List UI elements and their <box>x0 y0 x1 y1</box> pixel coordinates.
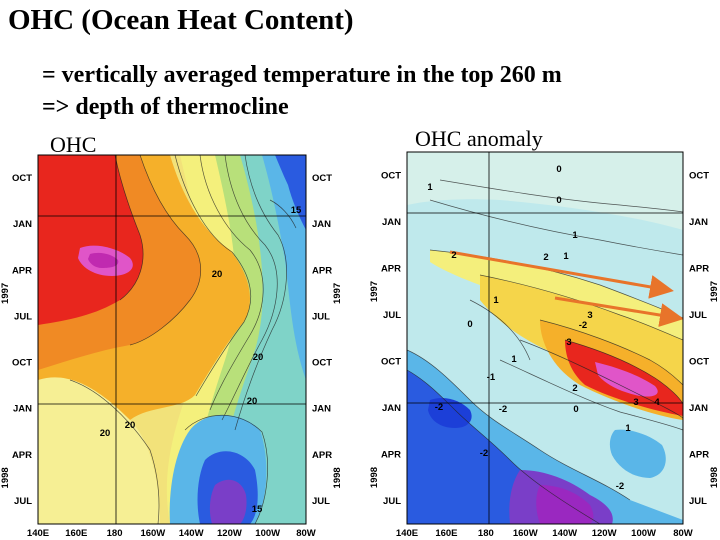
x-tick-label: 140W <box>179 528 204 539</box>
subtitle-line-2: => depth of thermocline <box>42 94 289 120</box>
contour-label: 1 <box>563 251 569 262</box>
kelvin-wave-arrow-1 <box>449 250 674 299</box>
time-tick-label-right: JUL <box>689 496 707 507</box>
x-tick-label: 180 <box>107 528 123 539</box>
year-label-left: 1998 <box>369 467 380 488</box>
contour-label: 20 <box>125 420 136 431</box>
time-tick-label-left: JUL <box>14 311 32 322</box>
contour-label: -2 <box>480 448 488 459</box>
time-tick-label-left: OCT <box>381 356 401 367</box>
time-tick-label-right: APR <box>689 263 709 274</box>
time-tick-label-right: OCT <box>312 358 332 369</box>
contour-label: 4 <box>654 397 660 408</box>
contour-label: 0 <box>556 164 561 175</box>
ohc-panel-caption: OHC <box>50 132 97 157</box>
contour-label: 1 <box>572 230 578 241</box>
x-tick-label: 80W <box>296 528 316 539</box>
time-tick-label-right: APR <box>312 450 332 461</box>
x-tick-label: 140E <box>396 528 418 539</box>
year-label-right: 1998 <box>709 467 720 488</box>
contour-label: 1 <box>493 295 499 306</box>
time-tick-label-right: OCT <box>689 170 709 181</box>
contour-label: 20 <box>253 352 264 363</box>
contour-label: -2 <box>435 402 443 413</box>
contour-label: 0 <box>573 404 578 415</box>
time-tick-label-right: JUL <box>312 496 330 507</box>
time-tick-label-right: JAN <box>312 404 331 415</box>
time-tick-label-left: APR <box>381 263 401 274</box>
contour-label: -2 <box>579 320 587 331</box>
time-tick-label-left: JAN <box>13 219 32 230</box>
contour-label: 20 <box>247 396 258 407</box>
x-tick-label: 100W <box>255 528 280 539</box>
contour-label: 15 <box>291 205 302 216</box>
contour-label: 20 <box>212 269 223 280</box>
slide-title: OHC (Ocean Heat Content) <box>8 4 354 36</box>
time-tick-label-right: OCT <box>689 356 709 367</box>
x-tick-label: 80W <box>673 528 693 539</box>
kelvin-wave-arrow-2 <box>554 296 683 327</box>
contour-label: -2 <box>616 481 624 492</box>
time-tick-label-right: APR <box>312 265 332 276</box>
x-tick-label: 140W <box>552 528 577 539</box>
year-label-left: 1997 <box>0 283 11 304</box>
contour-label: 1 <box>511 354 517 365</box>
x-tick-label: 180 <box>478 528 494 539</box>
x-tick-label: 120W <box>592 528 617 539</box>
x-tick-label: 160W <box>140 528 165 539</box>
contour-label: 0 <box>467 319 472 330</box>
time-tick-label-left: JAN <box>382 403 401 414</box>
contour-label: -2 <box>499 404 507 415</box>
ohc-anomaly-panel-caption: OHC anomaly <box>415 126 543 151</box>
contour-label: 0 <box>556 195 561 206</box>
year-label-right: 1998 <box>332 467 343 488</box>
time-tick-label-right: JAN <box>312 219 331 230</box>
time-tick-label-left: OCT <box>381 170 401 181</box>
time-tick-label-left: OCT <box>12 173 32 184</box>
contour-label: 2 <box>572 383 577 394</box>
x-tick-label: 120W <box>217 528 242 539</box>
time-tick-label-left: APR <box>12 265 32 276</box>
contour-label: 2 <box>451 250 456 261</box>
contour-label: 3 <box>633 397 638 408</box>
time-tick-label-left: JAN <box>13 404 32 415</box>
year-label-right: 1997 <box>709 281 720 302</box>
time-tick-label-left: JAN <box>382 217 401 228</box>
subtitle-line-1: = vertically averaged temperature in the… <box>42 62 562 88</box>
x-tick-label: 140E <box>27 528 49 539</box>
contour-label: 20 <box>100 428 111 439</box>
time-tick-label-left: JUL <box>383 496 401 507</box>
ohc-hovmoller-panel: 15 20 20 20 20 20 15 140E 160E 180 160W 140W 120W 10… <box>0 154 343 539</box>
time-tick-label-right: APR <box>689 449 709 460</box>
time-tick-label-left: JUL <box>383 310 401 321</box>
x-tick-label: 160W <box>513 528 538 539</box>
x-tick-label: 160E <box>65 528 87 539</box>
time-tick-label-right: JAN <box>689 217 708 228</box>
contour-label: 1 <box>625 423 631 434</box>
time-tick-label-left: APR <box>12 450 32 461</box>
x-tick-label: 100W <box>631 528 656 539</box>
time-tick-label-left: APR <box>381 449 401 460</box>
contour-label: -1 <box>487 372 496 383</box>
contour-label: 3 <box>566 337 571 348</box>
year-label-right: 1997 <box>332 283 343 304</box>
time-tick-label-right: JUL <box>689 310 707 321</box>
time-tick-label-right: JAN <box>689 403 708 414</box>
time-tick-label-right: OCT <box>312 173 332 184</box>
time-tick-label-left: OCT <box>12 358 32 369</box>
x-tick-label: 160E <box>435 528 457 539</box>
contour-label: 3 <box>587 310 592 321</box>
contour-label: 15 <box>252 504 263 515</box>
year-label-left: 1998 <box>0 467 11 488</box>
time-tick-label-right: JUL <box>312 311 330 322</box>
year-label-left: 1997 <box>369 281 380 302</box>
contour-label: 1 <box>427 182 433 193</box>
time-tick-label-left: JUL <box>14 496 32 507</box>
contour-label: 2 <box>543 252 548 263</box>
